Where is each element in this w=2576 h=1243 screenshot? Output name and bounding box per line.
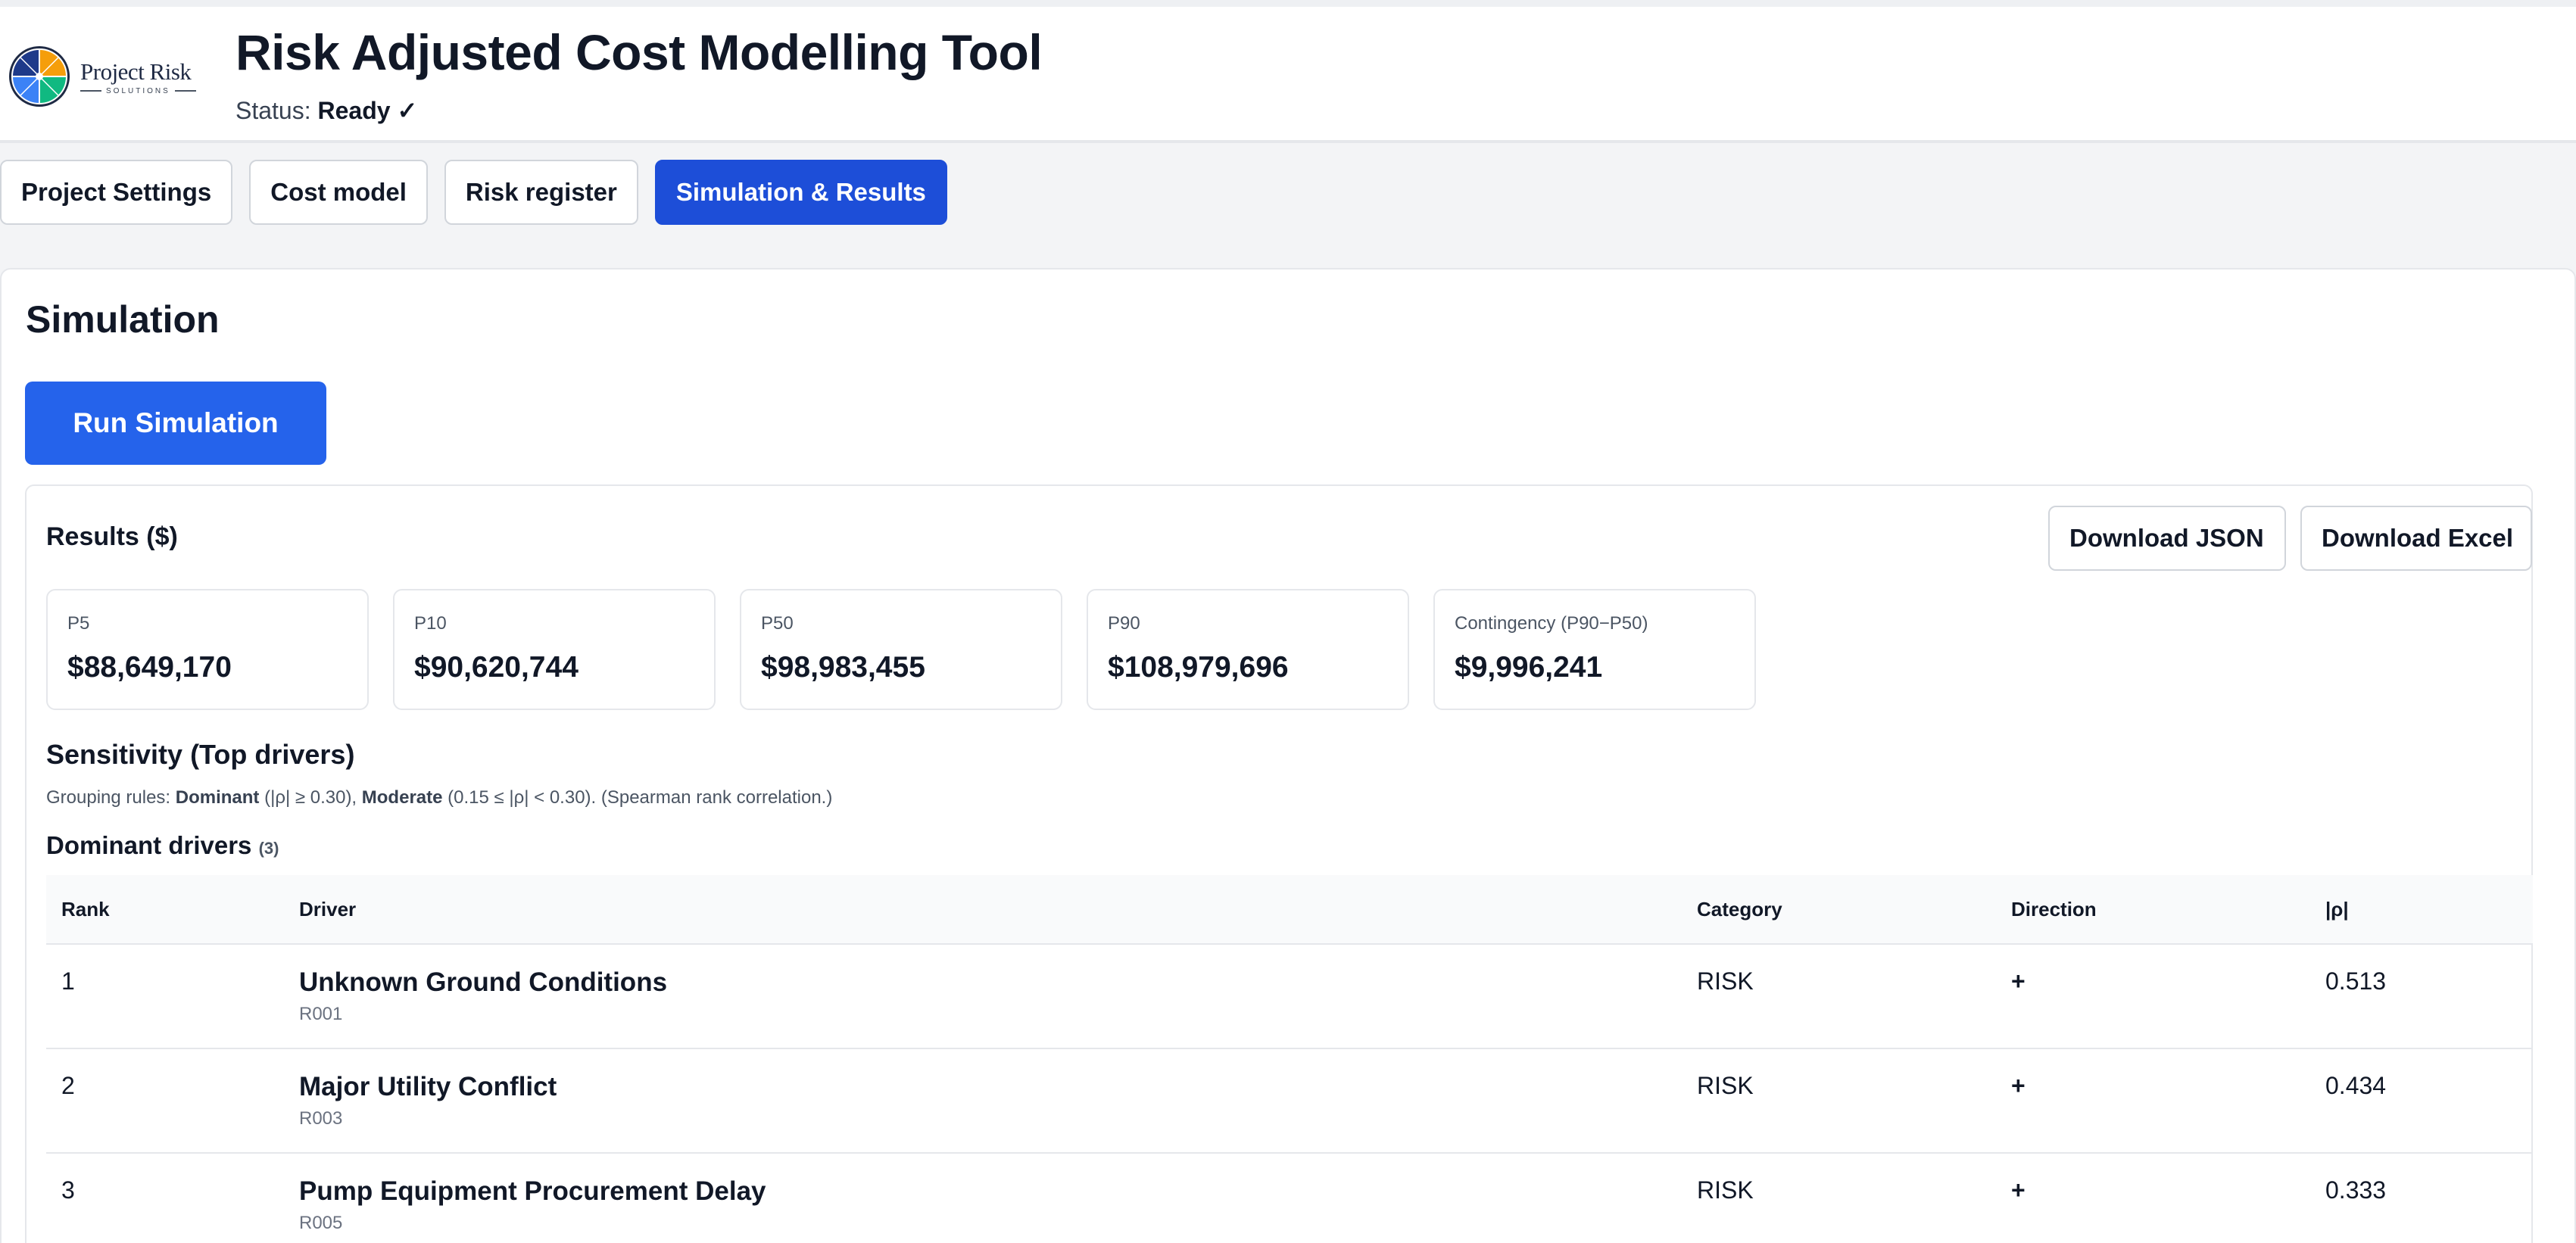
row-rho: 0.434 bbox=[2325, 1072, 2387, 1099]
results-card: Results ($) Download JSON Download Excel… bbox=[25, 484, 2533, 1243]
stat-value: $9,996,241 bbox=[1455, 651, 1603, 684]
table-row: 2 Major Utility Conflict R003 RISK + 0.4… bbox=[46, 1049, 2533, 1154]
company-logo: Project Risk SOLUTIONS bbox=[8, 40, 212, 113]
stat-label: P5 bbox=[67, 613, 90, 634]
column-header-category: Category bbox=[1697, 898, 1782, 921]
driver-id: R001 bbox=[299, 1004, 343, 1024]
download-excel-button[interactable]: Download Excel bbox=[2300, 506, 2532, 571]
status-value: Ready ✓ bbox=[317, 97, 418, 124]
dominant-drivers-title: Dominant drivers (3) bbox=[46, 831, 279, 860]
grouping-prefix: Grouping rules: bbox=[46, 787, 171, 808]
drivers-table: Rank Driver Category Direction |ρ| 1 Unk… bbox=[46, 875, 2533, 1243]
section-title: Simulation bbox=[26, 298, 220, 341]
stat-value: $88,649,170 bbox=[67, 651, 232, 684]
table-header: Rank Driver Category Direction |ρ| bbox=[46, 875, 2533, 945]
app-header: Project Risk SOLUTIONS Risk Adjusted Cos… bbox=[0, 7, 2576, 143]
stat-label: P90 bbox=[1108, 613, 1140, 634]
stat-value: $90,620,744 bbox=[414, 651, 579, 684]
stat-card-p5: P5 $88,649,170 bbox=[46, 589, 369, 710]
tab-simulation-results[interactable]: Simulation & Results bbox=[654, 160, 947, 225]
column-header-rho: |ρ| bbox=[2325, 898, 2349, 921]
moderate-label: Moderate bbox=[361, 787, 443, 808]
driver-id: R003 bbox=[299, 1108, 343, 1129]
driver-id: R005 bbox=[299, 1213, 343, 1233]
download-json-button[interactable]: Download JSON bbox=[2048, 506, 2286, 571]
column-header-rank: Rank bbox=[61, 898, 110, 921]
stat-label: P10 bbox=[414, 613, 447, 634]
row-driver: Pump Equipment Procurement Delay R005 bbox=[299, 1176, 766, 1234]
run-simulation-button[interactable]: Run Simulation bbox=[25, 382, 326, 465]
logo-sub-row: SOLUTIONS bbox=[80, 87, 196, 95]
stat-label: P50 bbox=[761, 613, 794, 634]
row-rho: 0.333 bbox=[2325, 1176, 2387, 1204]
dominant-drivers-label: Dominant drivers bbox=[46, 831, 252, 859]
logo-divider bbox=[174, 90, 196, 92]
top-strip bbox=[0, 0, 2576, 7]
dominant-rule: (|ρ| ≥ 0.30), bbox=[264, 787, 357, 808]
logo-divider bbox=[80, 90, 101, 92]
column-header-direction: Direction bbox=[2011, 898, 2097, 921]
grouping-rules: Grouping rules: Dominant (|ρ| ≥ 0.30), M… bbox=[46, 787, 832, 808]
status-label: Status: bbox=[235, 97, 311, 124]
row-driver: Unknown Ground Conditions R001 bbox=[299, 967, 667, 1025]
status-line: Status: Ready ✓ bbox=[235, 96, 417, 125]
stat-card-p50: P50 $98,983,455 bbox=[740, 589, 1062, 710]
stat-label: Contingency (P90−P50) bbox=[1455, 613, 1648, 634]
dominant-label: Dominant bbox=[175, 787, 260, 808]
row-rho: 0.513 bbox=[2325, 967, 2387, 995]
app-title: Risk Adjusted Cost Modelling Tool bbox=[235, 24, 1043, 80]
row-direction: + bbox=[2011, 1176, 2026, 1204]
tab-cost-model[interactable]: Cost model bbox=[249, 160, 428, 225]
row-category: RISK bbox=[1697, 967, 1754, 995]
logo-subtitle: SOLUTIONS bbox=[106, 86, 170, 95]
main-tabs: Project Settings Cost model Risk registe… bbox=[0, 160, 964, 225]
logo-name: Project Risk bbox=[80, 58, 192, 85]
logo-text: Project Risk SOLUTIONS bbox=[80, 58, 196, 95]
moderate-rule: (0.15 ≤ |ρ| < 0.30). (Spearman rank corr… bbox=[448, 787, 833, 808]
driver-name: Unknown Ground Conditions bbox=[299, 967, 668, 997]
simulation-panel: Simulation Run Simulation Results ($) Do… bbox=[0, 268, 2576, 1243]
results-title: Results ($) bbox=[46, 522, 178, 551]
globe-compass-icon bbox=[9, 46, 70, 107]
row-category: RISK bbox=[1697, 1072, 1754, 1099]
tab-risk-register[interactable]: Risk register bbox=[444, 160, 638, 225]
driver-name: Pump Equipment Procurement Delay bbox=[299, 1176, 766, 1206]
tab-project-settings[interactable]: Project Settings bbox=[0, 160, 233, 225]
driver-name: Major Utility Conflict bbox=[299, 1072, 557, 1101]
sensitivity-title: Sensitivity (Top drivers) bbox=[46, 739, 355, 770]
column-header-driver: Driver bbox=[299, 898, 357, 921]
table-row: 3 Pump Equipment Procurement Delay R005 … bbox=[46, 1154, 2533, 1243]
row-direction: + bbox=[2011, 1072, 2026, 1099]
row-category: RISK bbox=[1697, 1176, 1754, 1204]
dominant-drivers-count: (3) bbox=[258, 839, 279, 858]
row-driver: Major Utility Conflict R003 bbox=[299, 1072, 557, 1129]
stat-card-p90: P90 $108,979,696 bbox=[1087, 589, 1409, 710]
stat-value: $98,983,455 bbox=[761, 651, 925, 684]
row-rank: 3 bbox=[61, 1176, 75, 1204]
stat-card-p10: P10 $90,620,744 bbox=[393, 589, 716, 710]
stat-card-contingency: Contingency (P90−P50) $9,996,241 bbox=[1433, 589, 1756, 710]
table-row: 1 Unknown Ground Conditions R001 RISK + … bbox=[46, 945, 2533, 1049]
row-rank: 2 bbox=[61, 1072, 75, 1099]
stat-value: $108,979,696 bbox=[1108, 651, 1289, 684]
row-direction: + bbox=[2011, 967, 2026, 995]
row-rank: 1 bbox=[61, 967, 75, 995]
